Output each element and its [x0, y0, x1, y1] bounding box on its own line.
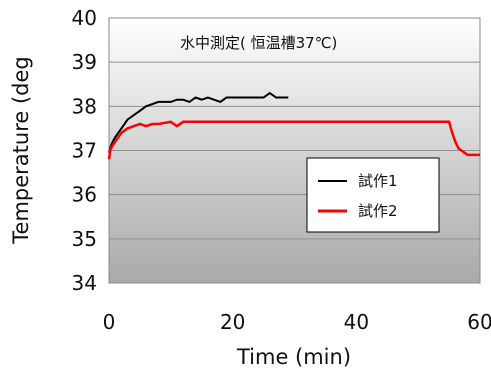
x-tick-labels: 0 20 40 60: [103, 310, 491, 334]
y-tick-label: 35: [72, 227, 97, 251]
series-line-1: [108, 91, 289, 153]
x-tick-label: 20: [220, 310, 245, 334]
y-tick-label: 36: [72, 183, 97, 207]
legend-label-series-1: 試作1: [358, 172, 398, 190]
x-tick-label: 40: [344, 310, 369, 334]
y-tick-labels: 34 35 36 37 38 39 40: [72, 6, 97, 295]
x-tick-label: 0: [103, 310, 116, 334]
y-tick-label: 39: [72, 50, 97, 74]
y-tick-label: 38: [72, 94, 97, 118]
legend-label-series-2: 試作2: [358, 202, 398, 220]
legend: 試作1 試作2: [306, 157, 440, 233]
y-tick-label: 40: [72, 6, 97, 30]
chart-title: 水中測定( 恒温槽37℃): [180, 34, 337, 52]
legend-box: [306, 157, 440, 233]
y-tick-label: 37: [72, 139, 97, 163]
series-lines: [107, 91, 480, 160]
series-line-2: [107, 120, 480, 160]
x-axis-label: Time (min): [236, 345, 351, 369]
y-tick-label: 34: [72, 271, 97, 295]
y-axis-label: Temperature (deg: [9, 56, 33, 244]
x-tick-label: 60: [467, 310, 491, 334]
